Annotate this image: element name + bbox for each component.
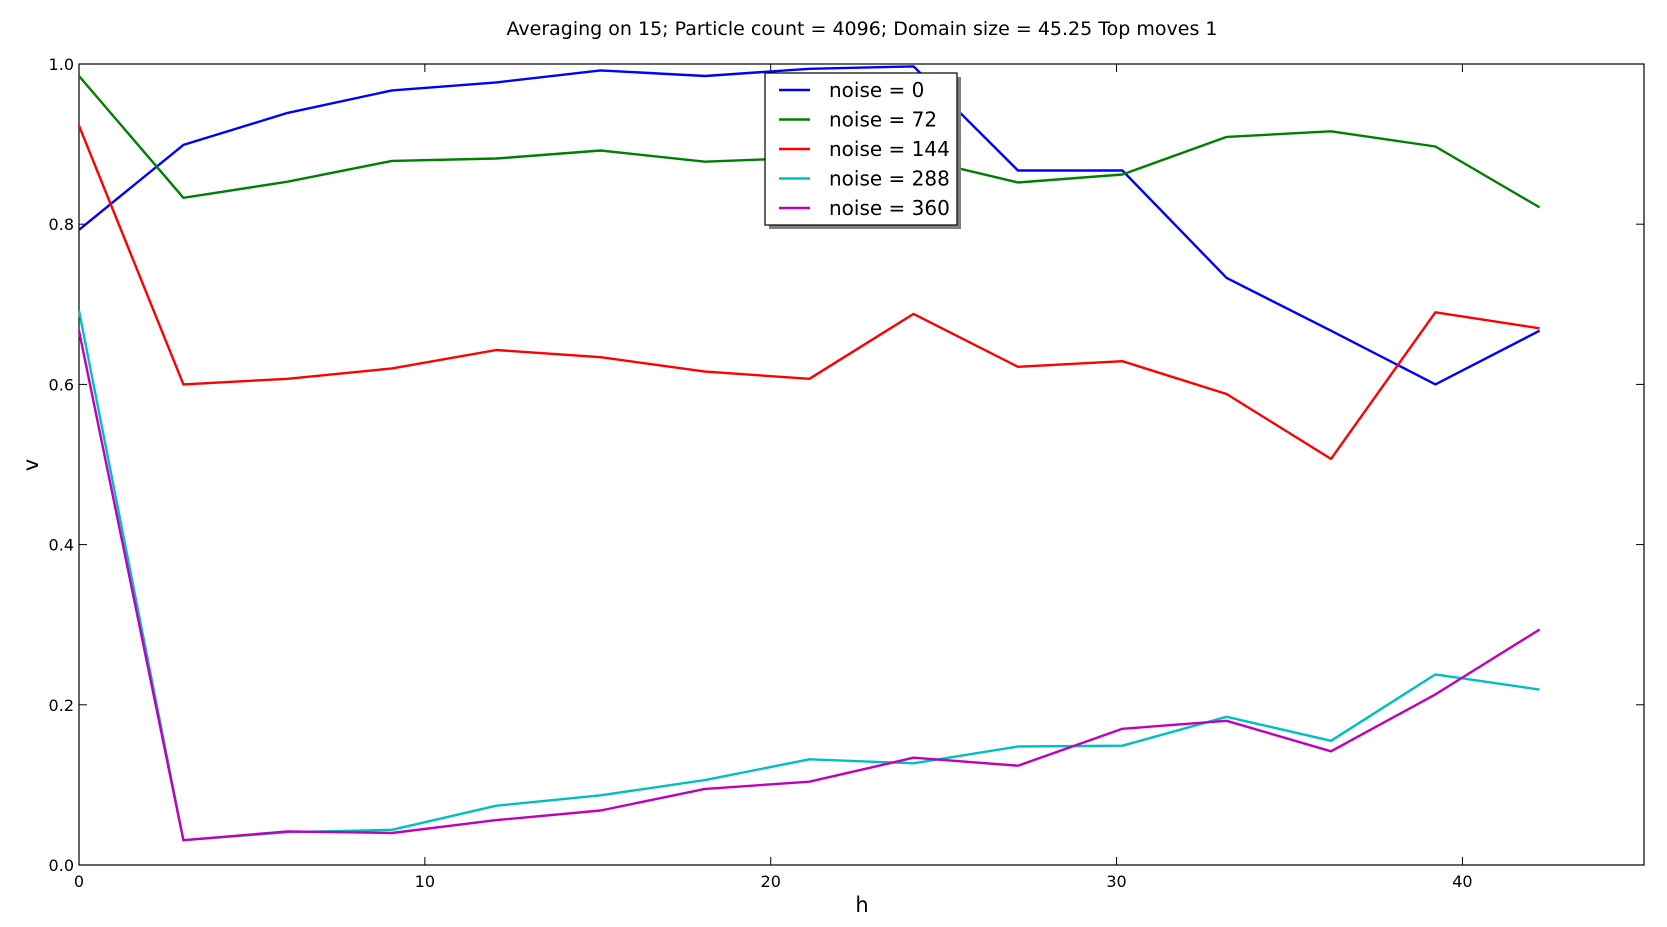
chart-title: Averaging on 15; Particle count = 4096; … [507, 18, 1218, 40]
y-tick-label: 0.0 [49, 856, 74, 875]
legend-label-4: noise = 360 [829, 196, 950, 220]
y-tick-label: 0.8 [49, 215, 74, 234]
y-tick-label: 0.6 [49, 375, 74, 394]
x-axis-label: h [855, 893, 868, 917]
series-line-0 [78, 65, 1541, 386]
series-line-2 [77, 125, 1540, 461]
x-tick-label: 0 [74, 872, 84, 891]
axis-ticks: 0 10 20 30 40 0.0 0.2 0.4 0.6 0.8 1.0 [49, 55, 1644, 891]
series-line-4 [77, 330, 1541, 842]
y-axis-label: v [19, 459, 43, 471]
legend: noise = 0 noise = 72 noise = 144 noise = 28… [764, 72, 961, 229]
x-tick-label: 10 [415, 872, 435, 891]
x-tick-label: 30 [1106, 872, 1126, 891]
y-tick-label: 0.4 [49, 536, 74, 555]
legend-label-3: noise = 288 [829, 167, 950, 191]
legend-label-2: noise = 144 [829, 137, 950, 161]
y-tick-label: 1.0 [49, 55, 74, 74]
legend-label-1: noise = 72 [829, 108, 937, 132]
y-tick-label: 0.2 [49, 696, 74, 715]
x-tick-label: 40 [1452, 872, 1472, 891]
legend-label-0: noise = 0 [829, 78, 924, 102]
x-tick-label: 20 [761, 872, 781, 891]
